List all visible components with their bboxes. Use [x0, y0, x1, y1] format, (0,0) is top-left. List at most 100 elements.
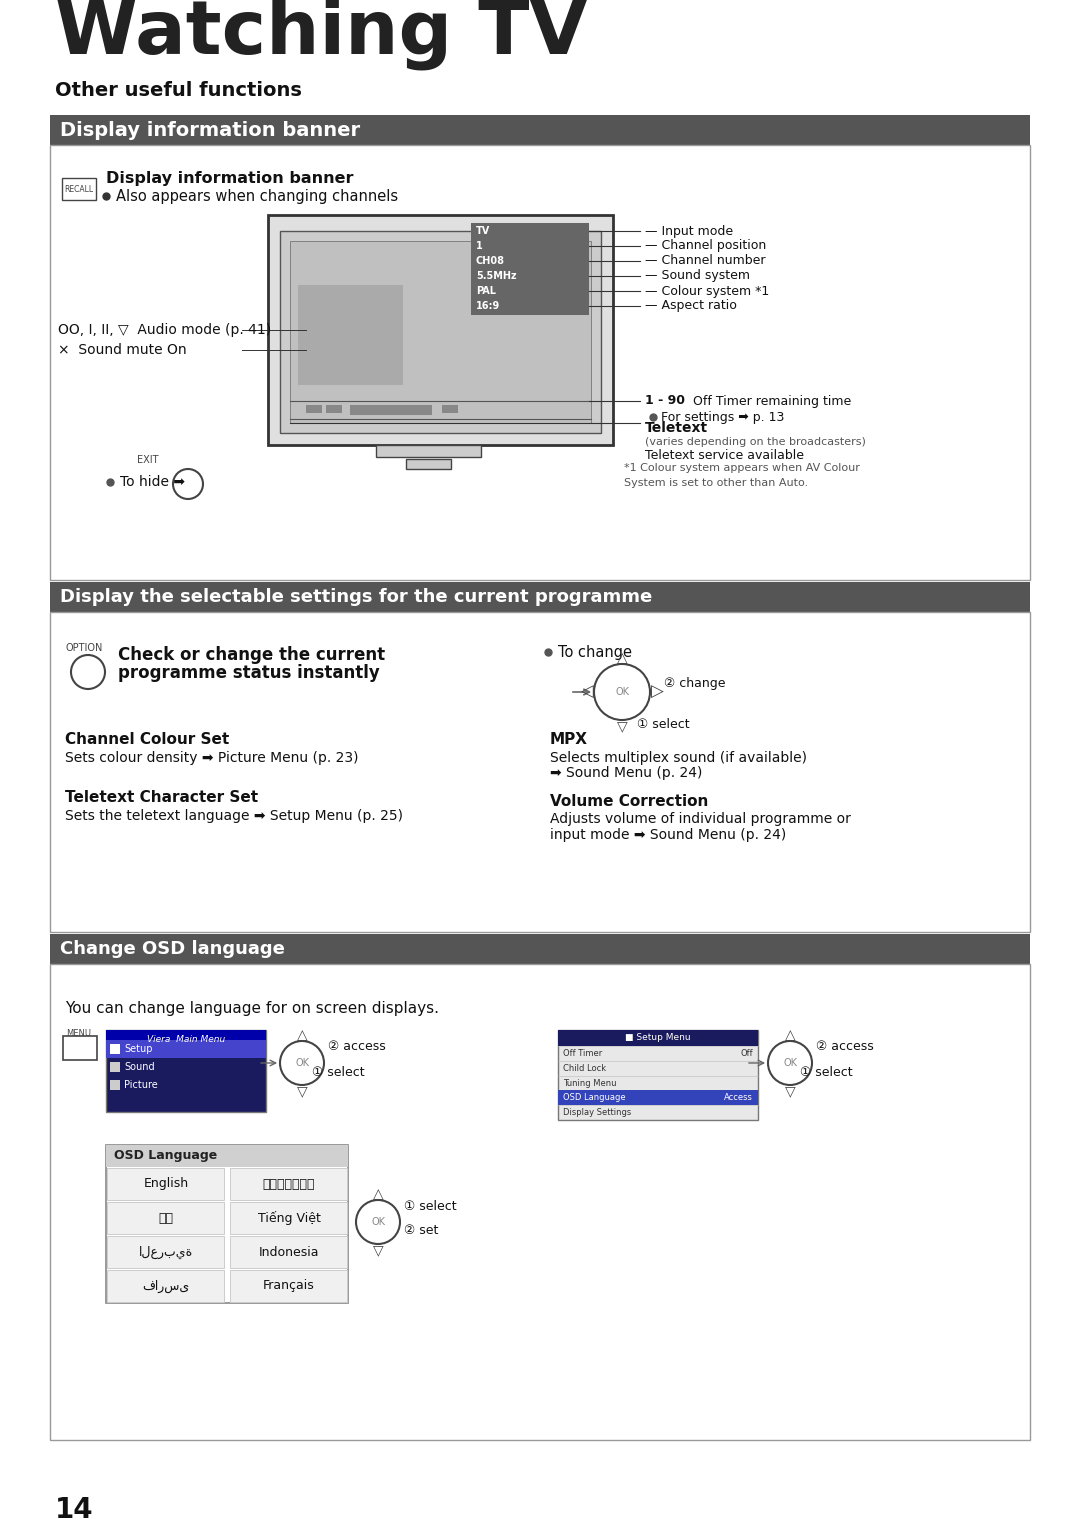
Bar — [107, 1168, 224, 1200]
Bar — [107, 1271, 224, 1303]
Text: ◁: ◁ — [581, 683, 593, 700]
Text: Display information banner: Display information banner — [106, 171, 353, 185]
Text: ① select: ① select — [312, 1067, 365, 1079]
Bar — [280, 231, 600, 433]
Text: △: △ — [373, 1187, 383, 1200]
Text: Off Timer remaining time: Off Timer remaining time — [689, 394, 851, 408]
Text: OK: OK — [783, 1058, 797, 1067]
Bar — [471, 223, 589, 315]
Text: ② set: ② set — [404, 1223, 438, 1237]
Text: Sets colour density ➡ Picture Menu (p. 23): Sets colour density ➡ Picture Menu (p. 2… — [65, 751, 359, 764]
Text: Off: Off — [741, 1049, 753, 1058]
Text: programme status instantly: programme status instantly — [118, 664, 380, 682]
Text: ② access: ② access — [816, 1040, 874, 1052]
Bar — [298, 284, 403, 385]
Text: (varies depending on the broadcasters): (varies depending on the broadcasters) — [645, 437, 866, 446]
Text: OO, I, II, ▽  Audio mode (p. 41): OO, I, II, ▽ Audio mode (p. 41) — [58, 323, 271, 336]
Bar — [106, 1145, 348, 1167]
Text: — Colour system *1: — Colour system *1 — [645, 284, 769, 298]
Text: Volume Correction: Volume Correction — [550, 795, 708, 809]
Text: EXIT: EXIT — [137, 456, 159, 465]
Text: — Sound system: — Sound system — [645, 269, 750, 283]
Text: To hide ➡: To hide ➡ — [120, 476, 185, 489]
Text: System is set to other than Auto.: System is set to other than Auto. — [624, 479, 808, 488]
Text: *1 Colour system appears when AV Colour: *1 Colour system appears when AV Colour — [624, 463, 860, 472]
Text: Adjusts volume of individual programme or: Adjusts volume of individual programme o… — [550, 812, 851, 826]
Text: Display Settings: Display Settings — [563, 1109, 631, 1118]
Text: Watching TV: Watching TV — [55, 0, 588, 70]
Bar — [63, 1037, 97, 1060]
Text: CH08: CH08 — [476, 255, 505, 266]
Text: ➡ Sound Menu (p. 24): ➡ Sound Menu (p. 24) — [550, 766, 702, 780]
Text: Display the selectable settings for the current programme: Display the selectable settings for the … — [60, 589, 652, 605]
Text: Indonesia: Indonesia — [259, 1246, 320, 1258]
Text: 5.5MHz: 5.5MHz — [476, 271, 516, 281]
Text: Sound: Sound — [124, 1063, 154, 1072]
Bar — [50, 963, 1030, 1440]
Text: 1: 1 — [476, 242, 483, 251]
Text: OSD Language: OSD Language — [563, 1093, 625, 1102]
Text: ② change: ② change — [664, 677, 726, 691]
Bar — [306, 405, 322, 413]
Bar — [406, 459, 451, 469]
Text: MENU: MENU — [66, 1029, 91, 1038]
Text: — Input mode: — Input mode — [645, 225, 733, 237]
Text: Selects multiplex sound (if available): Selects multiplex sound (if available) — [550, 751, 807, 764]
Bar — [106, 1031, 266, 1047]
Bar — [50, 583, 1030, 612]
Bar — [230, 1235, 347, 1268]
Text: English: English — [144, 1177, 189, 1191]
Text: ▷: ▷ — [650, 683, 663, 700]
Text: Viera  Main Menu: Viera Main Menu — [147, 1035, 225, 1043]
Text: ×  Sound mute On: × Sound mute On — [58, 342, 187, 356]
Text: TV: TV — [476, 226, 490, 235]
Text: العربية: العربية — [139, 1246, 193, 1258]
Text: △: △ — [297, 1027, 308, 1041]
Bar — [50, 612, 1030, 933]
Bar — [110, 1063, 120, 1072]
Text: ภาษาไทย: ภาษาไทย — [262, 1177, 315, 1191]
Text: OK: OK — [372, 1217, 384, 1226]
Text: ▽: ▽ — [617, 719, 627, 732]
Bar — [326, 405, 342, 413]
Bar — [50, 115, 1030, 145]
Text: OK: OK — [615, 687, 629, 697]
Bar — [107, 1202, 224, 1234]
Text: 14: 14 — [55, 1495, 94, 1524]
Text: input mode ➡ Sound Menu (p. 24): input mode ➡ Sound Menu (p. 24) — [550, 829, 786, 842]
Text: ① select: ① select — [404, 1199, 457, 1212]
Text: Tuning Menu: Tuning Menu — [563, 1078, 617, 1087]
Text: Other useful functions: Other useful functions — [55, 81, 302, 99]
Text: Check or change the current: Check or change the current — [118, 645, 386, 664]
Text: ② access: ② access — [328, 1040, 386, 1052]
Bar — [62, 177, 96, 200]
Text: RECALL: RECALL — [65, 185, 94, 194]
Text: Off Timer: Off Timer — [563, 1049, 603, 1058]
Text: — Aspect ratio: — Aspect ratio — [645, 300, 737, 312]
Bar — [558, 1031, 758, 1121]
Text: ■ Setup Menu: ■ Setup Menu — [625, 1034, 691, 1043]
Text: OSD Language: OSD Language — [114, 1150, 217, 1162]
Bar — [291, 242, 591, 424]
Bar — [376, 445, 481, 457]
Text: Display information banner: Display information banner — [60, 121, 360, 139]
Text: Tiếng Việt: Tiếng Việt — [257, 1211, 321, 1225]
Bar — [50, 934, 1030, 963]
Bar — [268, 216, 613, 445]
Text: ① select: ① select — [637, 719, 690, 731]
Text: Sets the teletext language ➡ Setup Menu (p. 25): Sets the teletext language ➡ Setup Menu … — [65, 809, 403, 823]
Bar — [350, 405, 432, 414]
Text: فارسی: فارسی — [143, 1280, 190, 1292]
Text: OPTION: OPTION — [66, 644, 104, 653]
Text: To change: To change — [558, 645, 632, 659]
Text: Teletext: Teletext — [645, 420, 708, 434]
Text: ① select: ① select — [800, 1067, 852, 1079]
Bar — [230, 1168, 347, 1200]
Text: 16:9: 16:9 — [476, 301, 500, 310]
Text: Teletext Character Set: Teletext Character Set — [65, 790, 258, 806]
Text: Also appears when changing channels: Also appears when changing channels — [116, 188, 399, 203]
Text: △: △ — [785, 1027, 795, 1041]
Text: OK: OK — [295, 1058, 309, 1067]
Text: ▽: ▽ — [373, 1243, 383, 1257]
Text: Channel Colour Set: Channel Colour Set — [65, 732, 229, 748]
